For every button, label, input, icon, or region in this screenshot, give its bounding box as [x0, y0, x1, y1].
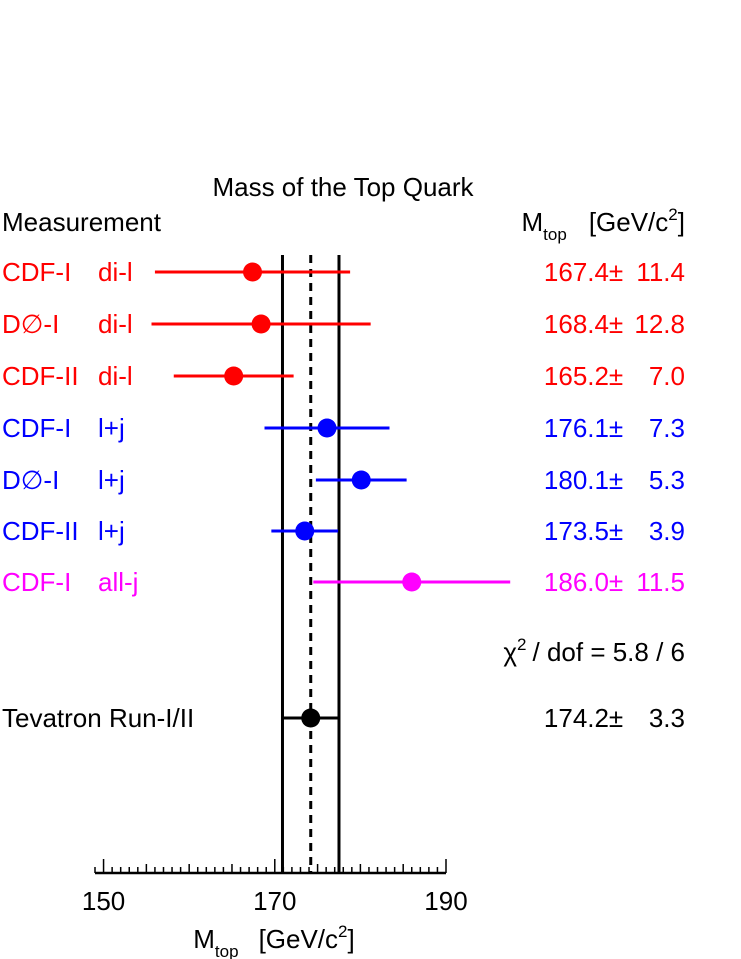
pm-sign: ± [609, 309, 623, 339]
measurement-row: D∅-I l+j 180.1 ±5.3 [2, 465, 685, 495]
experiment-label: CDF-I [2, 567, 71, 597]
experiment-label: D∅-I [2, 465, 59, 495]
combined-error: 3.3 [649, 703, 685, 733]
x-tick-label: 190 [424, 886, 467, 916]
data-point [243, 262, 263, 282]
value-label: 165.2 [544, 361, 609, 391]
x-tick-label: 150 [82, 886, 125, 916]
measurement-row: D∅-I di-l 168.4 ±12.8 [2, 309, 685, 339]
experiment-label: D∅-I [2, 309, 59, 339]
error-label: 7.3 [649, 413, 685, 443]
value-label: 176.1 [544, 413, 609, 443]
channel-label: di-l [98, 361, 133, 391]
pm-sign: ± [609, 567, 623, 597]
measurement-row: CDF-II l+j 173.5 ±3.9 [2, 516, 685, 546]
channel-label: all-j [98, 567, 138, 597]
error-label: 11.4 [636, 257, 685, 287]
channel-label: l+j [98, 413, 125, 443]
pm-sign: ± [609, 465, 623, 495]
measurement-header: Measurement [2, 207, 162, 237]
combined-value: 174.2 [544, 703, 609, 733]
combined-pm-sign: ± [609, 703, 623, 733]
pm-sign: ± [609, 516, 623, 546]
value-label: 180.1 [544, 465, 609, 495]
experiment-label: CDF-II [2, 361, 79, 391]
combined-band-layer [280, 255, 341, 873]
data-point [295, 521, 315, 541]
x-tick-label: 170 [253, 886, 296, 916]
measurement-row: CDF-II di-l 165.2 ±7.0 [2, 361, 685, 391]
mtop-header: Mtop [GeV/c2] [522, 205, 686, 244]
error-label: 5.3 [649, 465, 685, 495]
data-point [224, 366, 244, 386]
error-label: 7.0 [649, 361, 685, 391]
experiment-label: CDF-II [2, 516, 79, 546]
error-label: 3.9 [649, 516, 685, 546]
channel-label: di-l [98, 309, 133, 339]
measurement-row: CDF-I l+j 176.1 ±7.3 [2, 413, 685, 443]
pm-sign: ± [609, 413, 623, 443]
combined-row: Tevatron Run-I/II 174.2 ±3.3 [2, 703, 685, 733]
chi2-label: χ2/ dof = 5.8 / 6 [503, 635, 685, 667]
data-point [251, 314, 271, 334]
chart-title: Mass of the Top Quark [212, 172, 474, 202]
data-point [402, 572, 422, 592]
channel-label: l+j [98, 516, 125, 546]
pm-sign: ± [609, 257, 623, 287]
pm-sign: ± [609, 361, 623, 391]
error-label: 11.5 [636, 567, 685, 597]
experiment-label: CDF-I [2, 413, 71, 443]
experiment-label: CDF-I [2, 257, 71, 287]
value-label: 186.0 [544, 567, 609, 597]
x-axis: 150 170 190 [82, 859, 468, 916]
value-label: 168.4 [544, 309, 609, 339]
data-point [351, 470, 371, 490]
value-label: 167.4 [544, 257, 609, 287]
measurement-row: CDF-I all-j 186.0 ±11.5 [2, 567, 685, 597]
combined-point [301, 708, 321, 728]
x-axis-label: Mtop [GeV/c2] [193, 922, 355, 959]
combined-label: Tevatron Run-I/II [2, 703, 194, 733]
value-label: 173.5 [544, 516, 609, 546]
error-label: 12.8 [634, 309, 685, 339]
measurement-row: CDF-I di-l 167.4 ±11.4 [2, 257, 685, 287]
data-point [317, 418, 337, 438]
channel-label: di-l [98, 257, 133, 287]
channel-label: l+j [98, 465, 125, 495]
